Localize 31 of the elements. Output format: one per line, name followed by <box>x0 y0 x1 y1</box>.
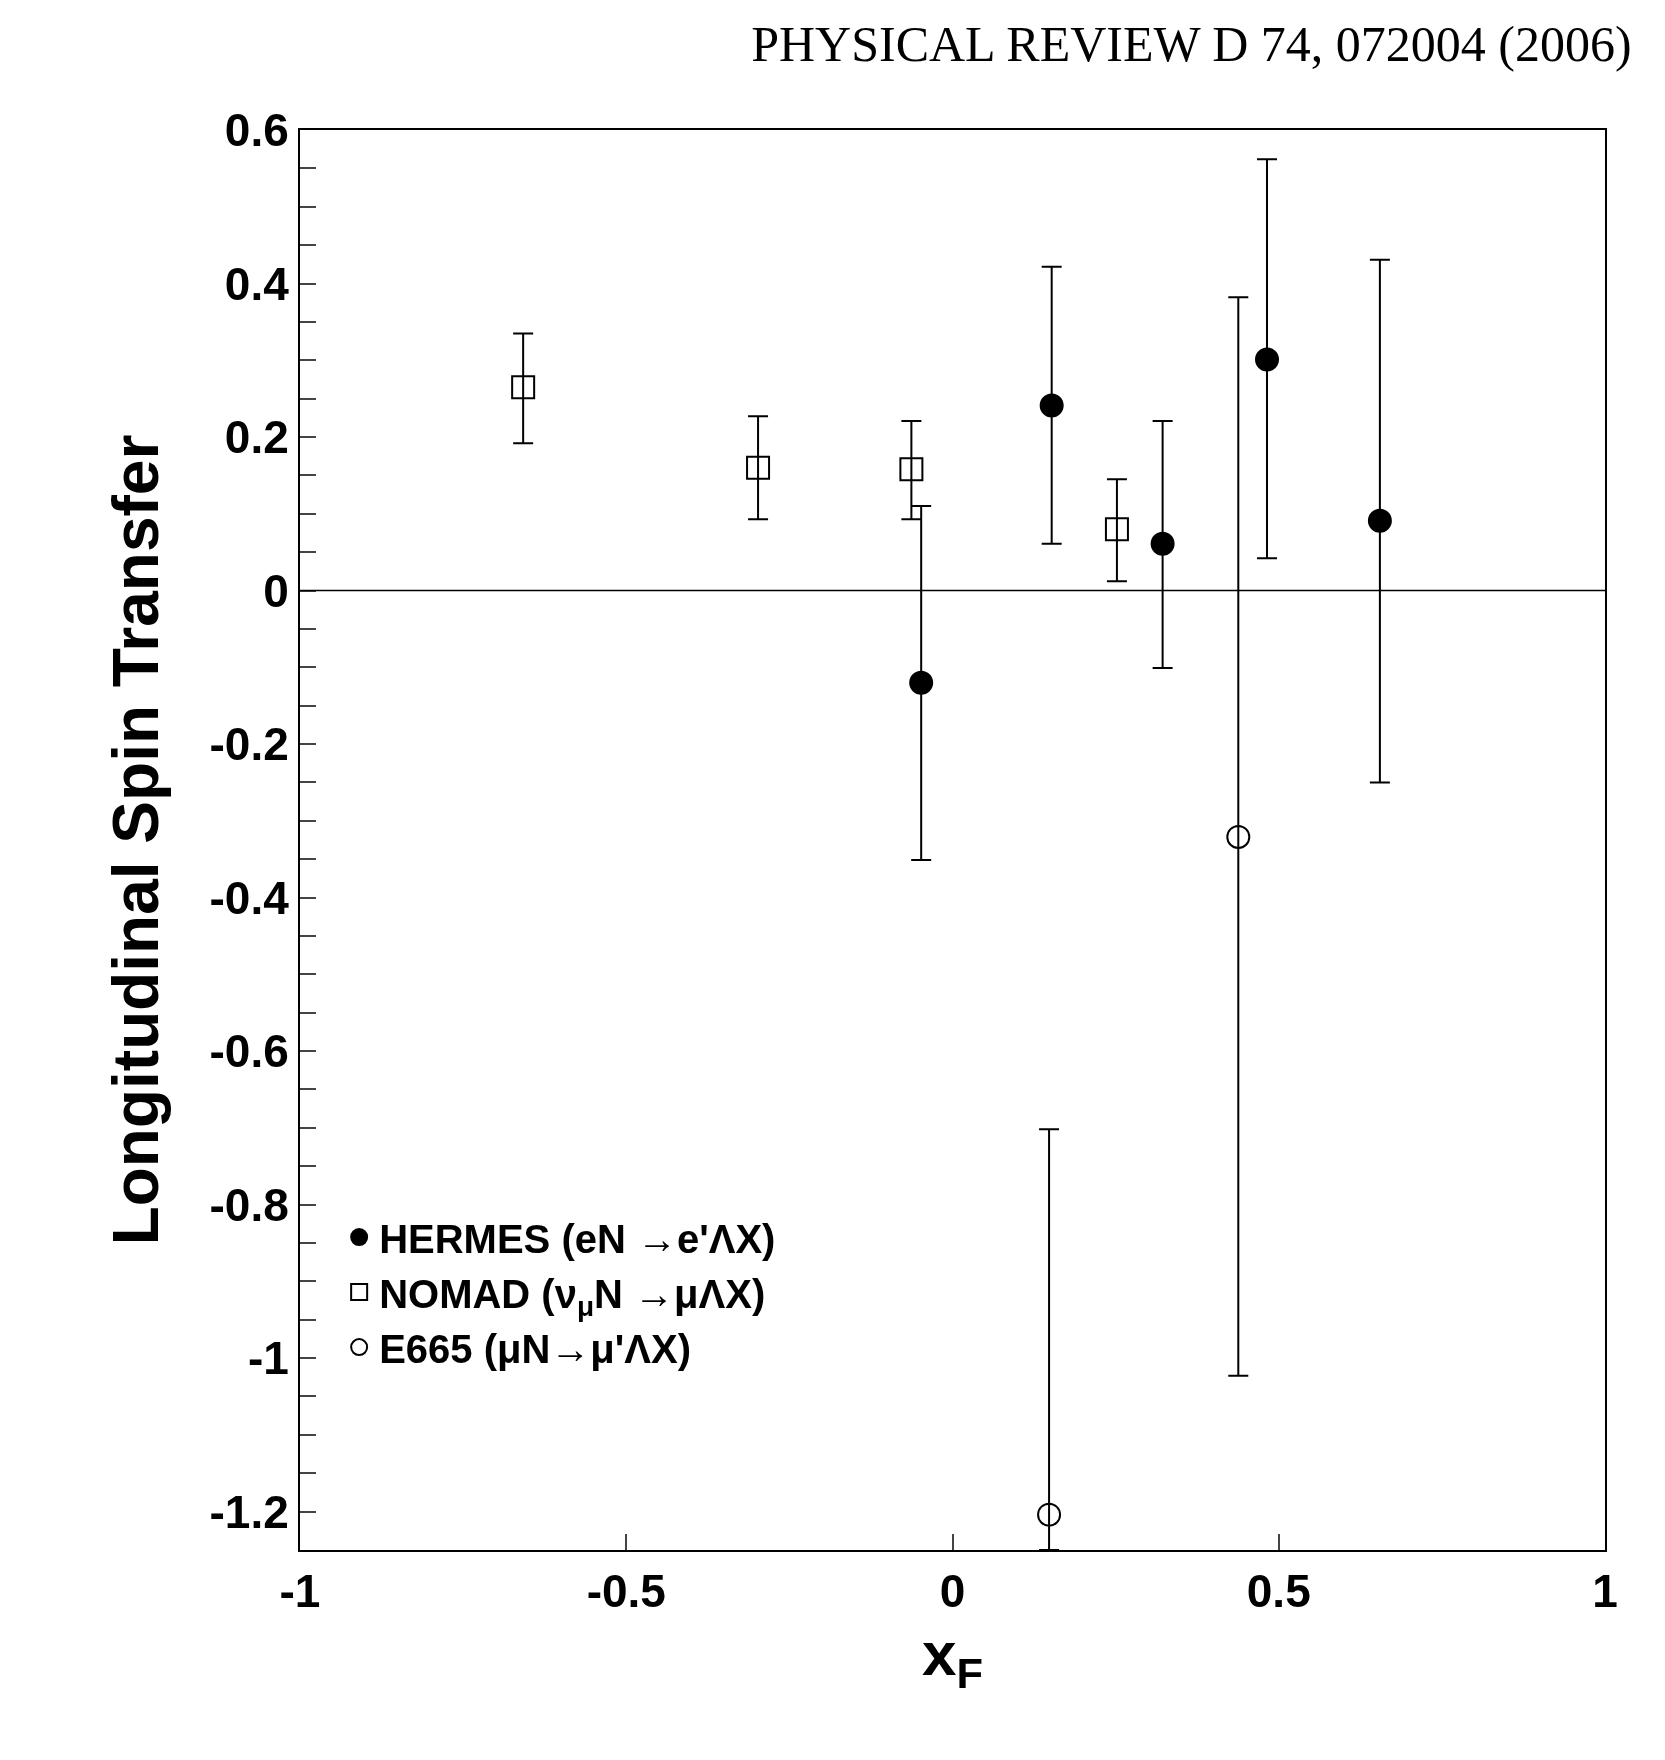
y-tick-label: -0.2 <box>209 718 289 771</box>
point <box>1255 347 1280 372</box>
x-tick-label: 0 <box>939 1565 966 1618</box>
x-tick-label: 1 <box>1592 1565 1618 1618</box>
y-tick-label: 0.4 <box>224 257 290 310</box>
y-tick-label: -0.4 <box>209 871 290 924</box>
point <box>1039 393 1064 418</box>
point <box>1037 1502 1062 1527</box>
point <box>1150 531 1175 556</box>
point <box>746 455 771 480</box>
x-tick-label: 0.5 <box>1246 1565 1311 1618</box>
y-tick-label: -1 <box>247 1332 289 1385</box>
point <box>899 457 924 482</box>
y-tick-label: 0.2 <box>224 411 289 464</box>
x-axis-title: x$_{F}$ <box>922 1618 983 1697</box>
point <box>1104 517 1129 542</box>
chart-title: PHYSICAL REVIEW D 74, 072004 (2006) <box>751 16 1632 73</box>
y-axis-title: Longitudinal Spin Transfer <box>100 434 173 1246</box>
y-tick-label: 0.6 <box>224 104 289 157</box>
legend-label: E665 (μN→μ'ΛX) <box>379 1326 692 1371</box>
y-tick-label: 0 <box>263 564 289 617</box>
point <box>909 670 934 695</box>
point <box>511 375 536 400</box>
point <box>1226 824 1251 849</box>
y-tick-label: -1.2 <box>209 1485 289 1538</box>
point <box>1367 508 1392 533</box>
legend-label: HERMES (eN →e'ΛX) <box>379 1216 776 1261</box>
y-tick-label: -0.8 <box>209 1178 289 1231</box>
y-tick-label: -0.6 <box>209 1025 289 1078</box>
x-tick-label: -0.5 <box>586 1565 666 1618</box>
legend-label: NOMAD (ν$_{μ}$N →μΛX) <box>379 1271 766 1323</box>
